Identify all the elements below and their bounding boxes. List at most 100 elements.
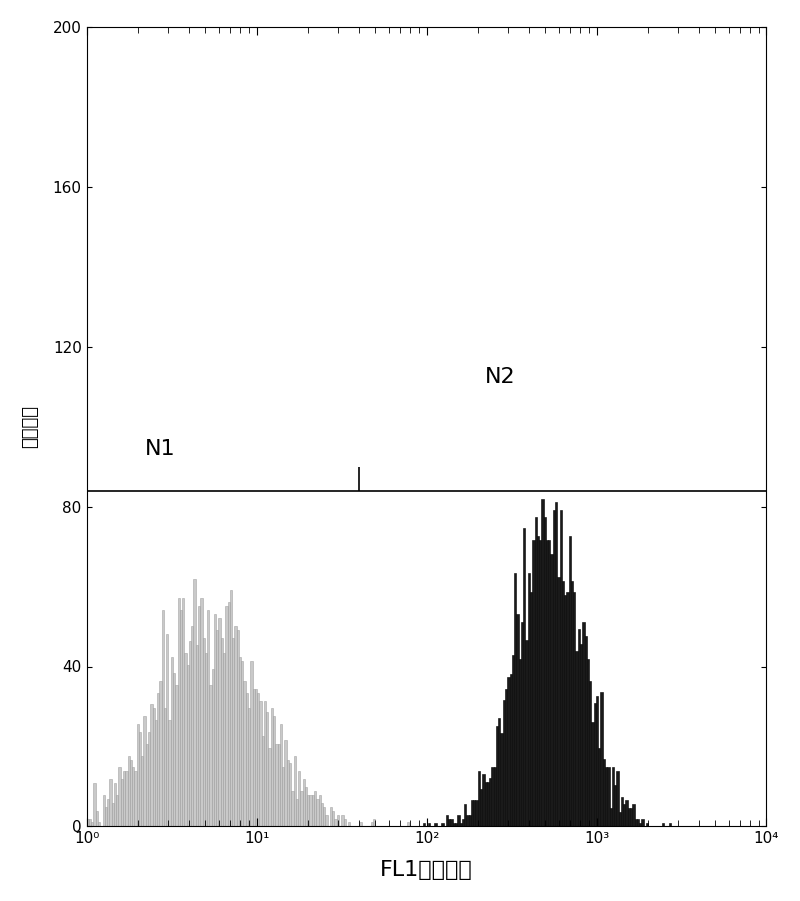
- Bar: [589, 681, 591, 826]
- Bar: [578, 629, 580, 826]
- Bar: [132, 768, 134, 826]
- Bar: [239, 657, 242, 826]
- Bar: [555, 503, 558, 826]
- Bar: [307, 795, 310, 826]
- Bar: [542, 498, 544, 826]
- Bar: [110, 779, 111, 826]
- Bar: [448, 819, 450, 826]
- Bar: [458, 815, 459, 826]
- Bar: [146, 744, 148, 826]
- Bar: [282, 768, 285, 826]
- Bar: [196, 645, 198, 826]
- Bar: [537, 536, 539, 826]
- Bar: [548, 540, 550, 826]
- Bar: [214, 614, 216, 826]
- Bar: [285, 740, 286, 826]
- Bar: [94, 783, 96, 826]
- Bar: [175, 685, 178, 826]
- Bar: [605, 767, 607, 826]
- Bar: [569, 536, 571, 826]
- Bar: [621, 796, 623, 826]
- Bar: [116, 795, 118, 826]
- Bar: [473, 800, 475, 826]
- Bar: [480, 789, 482, 826]
- Bar: [632, 804, 634, 826]
- Bar: [86, 818, 89, 826]
- Bar: [184, 653, 186, 826]
- Bar: [612, 767, 614, 826]
- Bar: [623, 804, 626, 826]
- Bar: [646, 823, 648, 826]
- Bar: [462, 819, 464, 826]
- Bar: [202, 638, 205, 826]
- Bar: [186, 665, 189, 826]
- Bar: [602, 760, 605, 826]
- Bar: [469, 815, 471, 826]
- Bar: [478, 770, 480, 826]
- Bar: [526, 640, 528, 826]
- Bar: [544, 517, 546, 826]
- Bar: [173, 673, 175, 826]
- Bar: [269, 748, 270, 826]
- Bar: [371, 823, 373, 826]
- Bar: [310, 795, 312, 826]
- Bar: [157, 693, 159, 826]
- Bar: [596, 696, 598, 826]
- Bar: [610, 808, 612, 826]
- Bar: [559, 510, 562, 826]
- Bar: [507, 678, 510, 826]
- Bar: [594, 704, 596, 826]
- Bar: [489, 778, 491, 826]
- Bar: [210, 685, 212, 826]
- Bar: [510, 674, 512, 826]
- Bar: [628, 808, 630, 826]
- Bar: [91, 823, 94, 826]
- Bar: [630, 808, 632, 826]
- Bar: [580, 644, 582, 826]
- Bar: [450, 819, 453, 826]
- Bar: [226, 606, 227, 826]
- Bar: [601, 692, 602, 826]
- Bar: [359, 823, 362, 826]
- Bar: [662, 823, 664, 826]
- Bar: [237, 630, 239, 826]
- Bar: [337, 815, 339, 826]
- Bar: [169, 720, 170, 826]
- Bar: [486, 782, 489, 826]
- Bar: [111, 803, 114, 826]
- Bar: [159, 681, 162, 826]
- Bar: [212, 669, 214, 826]
- Bar: [446, 815, 448, 826]
- Bar: [348, 823, 350, 826]
- Bar: [134, 771, 137, 826]
- Bar: [294, 756, 296, 826]
- Bar: [205, 653, 207, 826]
- Bar: [642, 819, 644, 826]
- Bar: [575, 651, 578, 826]
- X-axis label: FL1荧光通道: FL1荧光通道: [380, 860, 473, 880]
- Bar: [118, 768, 121, 826]
- Bar: [591, 722, 594, 826]
- Bar: [585, 636, 587, 826]
- Bar: [194, 578, 196, 826]
- Bar: [221, 638, 223, 826]
- Bar: [246, 693, 248, 826]
- Bar: [141, 756, 143, 826]
- Bar: [494, 767, 496, 826]
- Bar: [189, 642, 191, 826]
- Bar: [318, 795, 321, 826]
- Bar: [96, 811, 98, 826]
- Bar: [434, 823, 437, 826]
- Bar: [530, 592, 532, 826]
- Bar: [562, 580, 564, 826]
- Bar: [248, 708, 250, 826]
- Bar: [464, 804, 466, 826]
- Bar: [275, 744, 278, 826]
- Bar: [571, 580, 573, 826]
- Bar: [343, 818, 346, 826]
- Bar: [143, 716, 146, 826]
- Bar: [466, 815, 469, 826]
- Bar: [312, 795, 314, 826]
- Bar: [232, 638, 234, 826]
- Bar: [550, 554, 553, 826]
